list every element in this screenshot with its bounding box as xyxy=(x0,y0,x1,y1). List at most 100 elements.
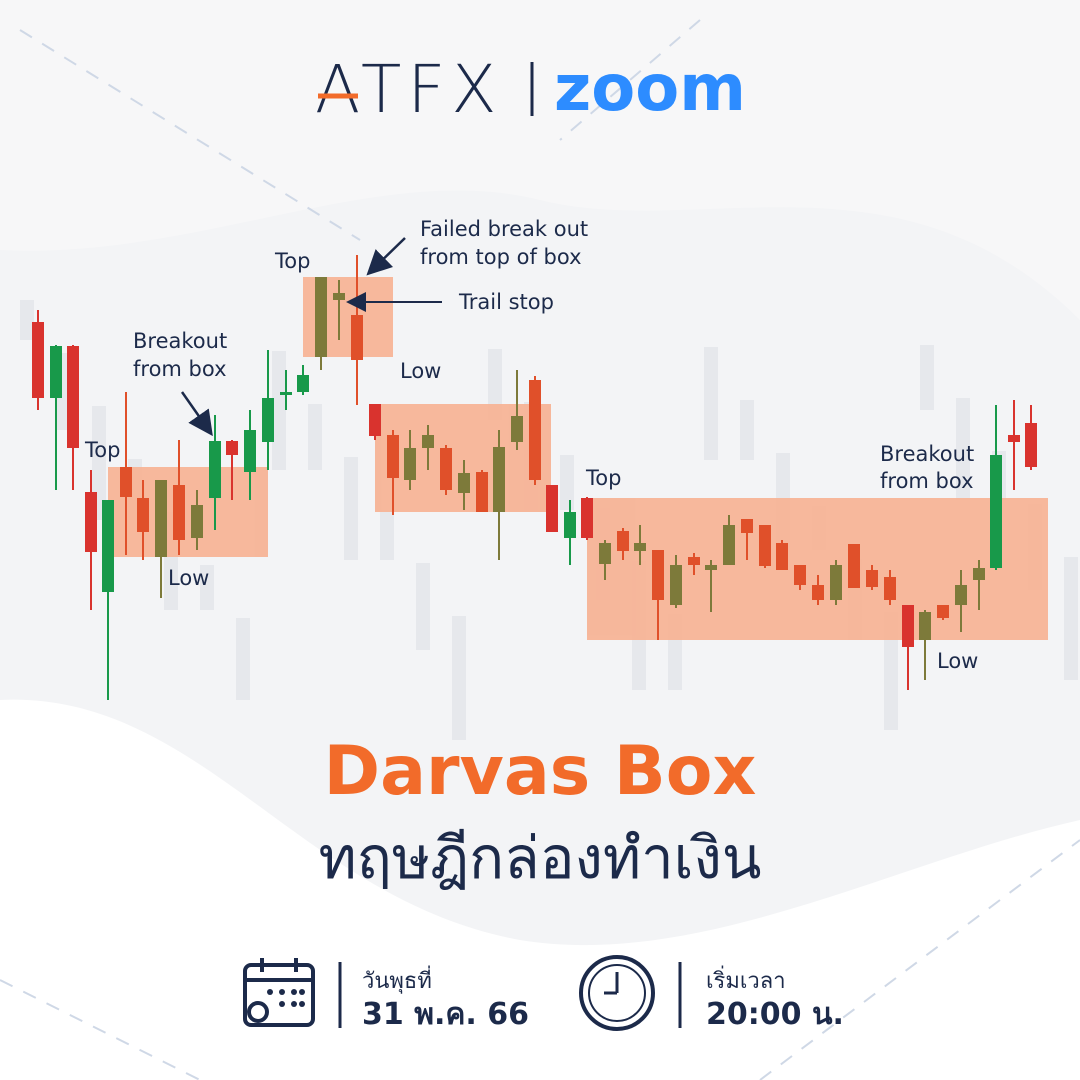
annotation: Failed break out xyxy=(420,217,588,241)
candle-body xyxy=(67,346,79,448)
candle-body xyxy=(32,322,44,398)
candle-body xyxy=(705,565,717,570)
date: 31 พ.ค. 66 xyxy=(362,997,529,1032)
candle-body xyxy=(155,480,167,557)
arrow xyxy=(180,391,213,437)
annotation: Top xyxy=(585,466,621,490)
bg-bar xyxy=(488,349,502,420)
candle-body xyxy=(173,485,185,540)
calendar-icon xyxy=(243,958,315,1027)
annotation: Low xyxy=(937,649,978,673)
candles xyxy=(32,255,1037,700)
candle-body xyxy=(102,500,114,592)
bg-bar xyxy=(344,457,358,560)
candle-body xyxy=(511,416,523,442)
annotation: Trail stop xyxy=(458,290,554,314)
candle-body xyxy=(85,492,97,552)
candle-body xyxy=(866,570,878,587)
annotation: Breakout xyxy=(880,442,974,466)
candle-body xyxy=(244,430,256,472)
annotation: Top xyxy=(84,438,120,462)
bg-bar xyxy=(884,612,898,730)
candle-body xyxy=(919,612,931,640)
arrow xyxy=(366,237,406,276)
annotation: Low xyxy=(400,359,441,383)
annotation: Low xyxy=(168,566,209,590)
bg-bar xyxy=(560,455,574,510)
candle-body xyxy=(830,565,842,600)
candle-body xyxy=(422,435,434,448)
bg-bar xyxy=(380,510,394,560)
candle-body xyxy=(1008,435,1020,442)
candle-body xyxy=(848,544,860,588)
candle-body xyxy=(990,455,1002,568)
candle-body xyxy=(937,605,949,618)
candle-body xyxy=(333,293,345,300)
candle-body xyxy=(297,375,309,392)
bg-dashes xyxy=(0,19,1080,1080)
candle-body xyxy=(280,392,292,395)
subtitle: ทฤษฎีกล่องทำเงิน xyxy=(319,824,762,892)
candle-body xyxy=(493,447,505,512)
bg-bar xyxy=(92,406,106,520)
candle-body xyxy=(688,557,700,565)
candle-body xyxy=(617,531,629,551)
candle-body xyxy=(652,550,664,600)
candle-body xyxy=(137,498,149,532)
bg-bar xyxy=(704,347,718,460)
title: Darvas Box xyxy=(324,732,757,811)
time: 20:00 น. xyxy=(706,997,844,1032)
bg-bar xyxy=(20,300,34,340)
calendar-dots xyxy=(267,989,305,1007)
bg-bar xyxy=(740,400,754,460)
candle-body xyxy=(209,441,221,498)
candle-body xyxy=(973,568,985,580)
candle-body xyxy=(315,277,327,357)
candle-body xyxy=(599,543,611,564)
candle-body xyxy=(120,467,132,497)
candle-body xyxy=(351,315,363,360)
candle-body xyxy=(387,435,399,478)
bg-bar xyxy=(236,618,250,700)
candle-body xyxy=(262,398,274,442)
bg-bar xyxy=(1064,557,1078,680)
clock-icon xyxy=(579,955,655,1031)
annotation: Top xyxy=(274,249,310,273)
candle-body xyxy=(759,525,771,566)
partner-logo: zoom xyxy=(554,52,746,126)
annotation: from box xyxy=(133,357,227,381)
day-label: วันพุธที่ xyxy=(362,965,432,994)
candle-body xyxy=(529,380,541,480)
bg-bar xyxy=(452,616,466,740)
candle-body xyxy=(404,448,416,480)
candle-body xyxy=(440,448,452,490)
annotation: from box xyxy=(880,469,974,493)
candle-body xyxy=(226,441,238,455)
candle-body xyxy=(1025,423,1037,467)
candle-body xyxy=(546,485,558,532)
time-label: เริ่มเวลา xyxy=(706,965,786,994)
bg-bar xyxy=(956,398,970,500)
candle-body xyxy=(581,498,593,538)
candle-body xyxy=(794,565,806,585)
candle-body xyxy=(812,585,824,600)
candle-body xyxy=(902,605,914,647)
bg-bar xyxy=(200,565,214,610)
bg-bar xyxy=(308,404,322,470)
darvas-boxes xyxy=(108,277,1048,640)
candle-body xyxy=(476,472,488,512)
candle-body xyxy=(191,505,203,538)
bg-bar xyxy=(272,351,286,470)
candle-body xyxy=(670,565,682,605)
bg-shape xyxy=(0,699,1080,1080)
annotation: Breakout xyxy=(133,329,227,353)
candle-body xyxy=(458,473,470,493)
bg-bar xyxy=(416,563,430,650)
candle-body xyxy=(369,404,381,436)
annotation: from top of box xyxy=(420,245,582,269)
candle-body xyxy=(564,512,576,538)
candle-body xyxy=(723,525,735,565)
candle-body xyxy=(955,585,967,605)
